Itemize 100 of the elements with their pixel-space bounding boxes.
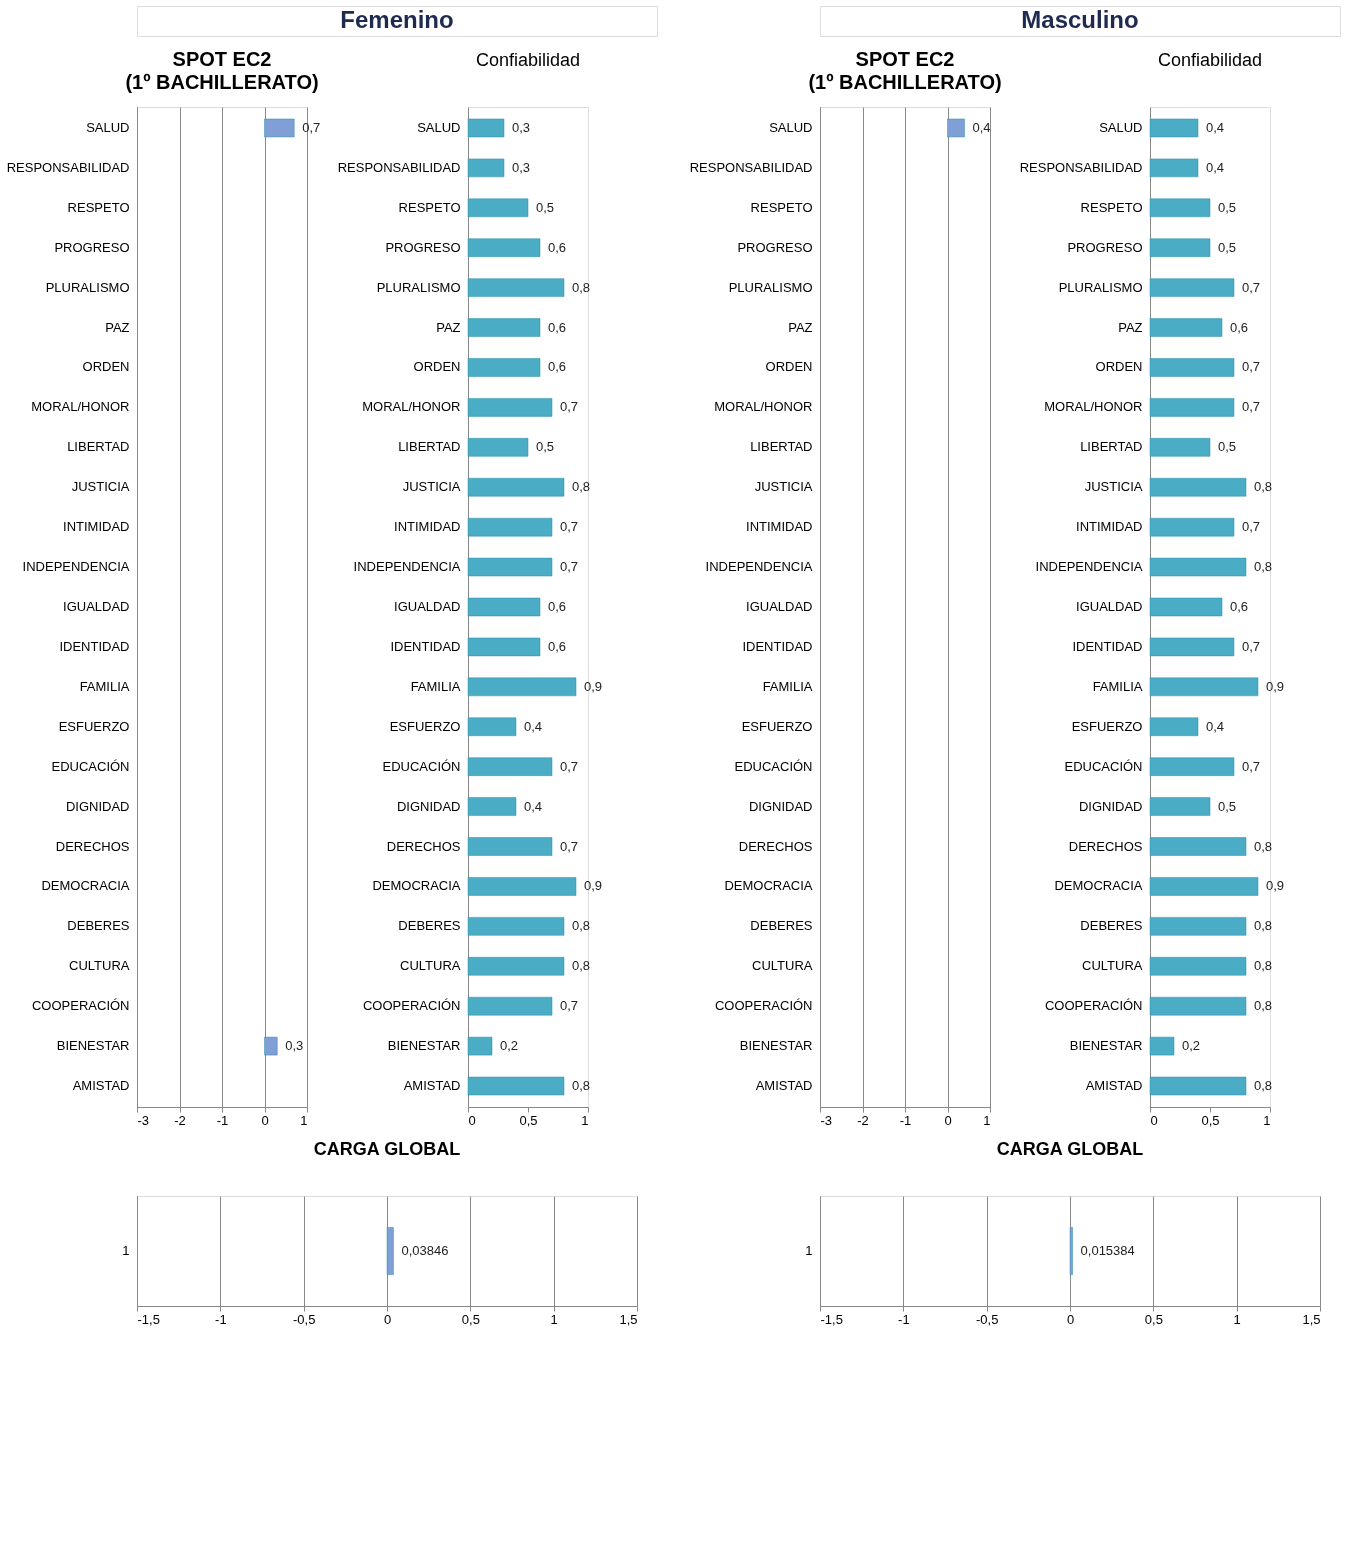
x-tick-label: 1 xyxy=(581,1112,589,1128)
x-tick-label: -1 xyxy=(898,1311,910,1327)
x-tick-label: 0 xyxy=(944,1112,952,1128)
x-tick-label: 1 xyxy=(983,1112,991,1128)
data-label: 0,5 xyxy=(1218,239,1237,255)
data-label: 0,8 xyxy=(1254,479,1273,495)
bar xyxy=(467,478,565,497)
y-tick-label: EDUCACIÓN xyxy=(734,758,813,774)
data-label: 0,6 xyxy=(548,599,567,614)
data-label: 0,3 xyxy=(512,159,531,175)
y-tick-label: ORDEN xyxy=(1095,359,1143,375)
x-tick-label: 1 xyxy=(1233,1311,1241,1327)
y-tick-label: DIGNIDAD xyxy=(748,798,813,814)
y-tick-label: DERECHOS xyxy=(55,838,130,854)
x-tick-label: -1,5 xyxy=(820,1311,843,1327)
data-label: 0,6 xyxy=(1230,599,1249,614)
y-tick-label: LIBERTAD xyxy=(398,439,461,455)
chart-title: SPOT EC2 xyxy=(855,48,955,70)
data-label: 0,8 xyxy=(572,279,591,295)
bar xyxy=(467,597,541,617)
data-label: 0,4 xyxy=(524,718,543,734)
y-tick-label: DERECHOS xyxy=(738,838,813,854)
bar xyxy=(1149,158,1199,178)
x-tick-label: -1 xyxy=(215,1311,227,1327)
x-tick-label: 1,5 xyxy=(1302,1311,1321,1327)
bar xyxy=(467,557,553,577)
y-tick-label: COOPERACIÓN xyxy=(714,998,813,1014)
bar xyxy=(467,996,553,1016)
data-label: 0,2 xyxy=(1182,1038,1201,1054)
y-tick-label: IGUALDAD xyxy=(1076,599,1143,614)
x-tick-label: -3 xyxy=(137,1112,150,1128)
y-tick-label: DEBERES xyxy=(398,918,461,934)
bar xyxy=(1149,118,1199,138)
bar xyxy=(467,318,541,337)
y-tick-label: RESPETO xyxy=(67,199,130,215)
y-tick-label: DEMOCRACIA xyxy=(41,878,130,894)
bar xyxy=(1149,957,1247,976)
y-tick-label: IDENTIDAD xyxy=(742,638,813,654)
y-tick-label: IGUALDAD xyxy=(394,599,461,614)
y-tick-label: DEMOCRACIA xyxy=(1054,878,1143,894)
x-tick-label: 0,5 xyxy=(1201,1112,1220,1128)
bar xyxy=(467,158,505,178)
bar xyxy=(1149,238,1211,257)
bar xyxy=(1149,198,1211,218)
data-label: 0,7 xyxy=(1242,519,1261,535)
bar xyxy=(467,717,517,736)
bar xyxy=(1149,877,1259,896)
x-tick-label: 0,5 xyxy=(461,1311,480,1327)
y-tick-label: BIENESTAR xyxy=(387,1038,461,1054)
y-tick-label: BIENESTAR xyxy=(739,1038,813,1054)
chart-title: Confiabilidad xyxy=(475,50,581,70)
bar xyxy=(1149,677,1259,697)
data-label: 0,8 xyxy=(572,1078,591,1094)
bar xyxy=(1149,1036,1175,1056)
y-tick-label: SALUD xyxy=(86,119,130,135)
y-tick-label: DEBERES xyxy=(1080,918,1143,934)
y-tick-label: JUSTICIA xyxy=(71,479,130,495)
y-tick-label: DEBERES xyxy=(67,918,130,934)
bar xyxy=(467,677,577,697)
y-tick-label: IDENTIDAD xyxy=(59,638,130,654)
bar xyxy=(467,757,553,776)
data-label: 0,7 xyxy=(1242,638,1261,654)
data-label: 0,4 xyxy=(1206,718,1225,734)
y-tick-label: RESPETO xyxy=(1080,199,1143,215)
y-tick-label: BIENESTAR xyxy=(56,1038,130,1054)
x-tick-label: -1,5 xyxy=(137,1311,160,1327)
y-tick-label: AMISTAD xyxy=(72,1078,130,1094)
y-tick-label: IDENTIDAD xyxy=(390,638,461,654)
y-tick-label: EDUCACIÓN xyxy=(382,758,461,774)
bar xyxy=(467,278,565,297)
y-tick-label: SALUD xyxy=(1099,119,1143,135)
data-label: 0,015384 xyxy=(1080,1243,1135,1258)
data-label: 0,8 xyxy=(1254,559,1273,575)
y-tick-label: MORAL/HONOR xyxy=(1044,399,1143,415)
y-tick-label: PLURALISMO xyxy=(45,279,130,295)
x-tick-label: 0 xyxy=(1150,1112,1158,1128)
y-tick-label: MORAL/HONOR xyxy=(362,399,461,415)
data-label: 0,8 xyxy=(1254,958,1273,974)
y-tick-label: PROGRESO xyxy=(1067,239,1143,255)
y-tick-label: 1 xyxy=(805,1243,813,1258)
x-tick-label: 1 xyxy=(1263,1112,1271,1128)
y-tick-label: EDUCACIÓN xyxy=(51,758,130,774)
y-tick-label: INTIMIDAD xyxy=(394,519,461,535)
bar xyxy=(1149,358,1235,377)
y-tick-label: FAMILIA xyxy=(410,678,461,694)
y-tick-label: CULTURA xyxy=(400,958,461,974)
bar xyxy=(467,637,541,657)
y-tick-label: LIBERTAD xyxy=(1080,439,1143,455)
data-label: 0,8 xyxy=(1254,918,1273,934)
bar xyxy=(467,1036,493,1056)
y-tick-label: DIGNIDAD xyxy=(65,798,130,814)
data-label: 0,8 xyxy=(1254,838,1273,854)
chart-subtitle: (1º BACHILLERATO) xyxy=(808,71,1002,93)
data-label: 0,5 xyxy=(1218,439,1237,455)
y-tick-label: PLURALISMO xyxy=(728,279,813,295)
y-tick-label: RESPETO xyxy=(398,199,461,215)
data-label: 0,8 xyxy=(1254,1078,1273,1094)
data-label: 0,8 xyxy=(572,958,591,974)
y-tick-label: FAMILIA xyxy=(1092,678,1143,694)
x-tick-label: -0,5 xyxy=(975,1311,999,1327)
